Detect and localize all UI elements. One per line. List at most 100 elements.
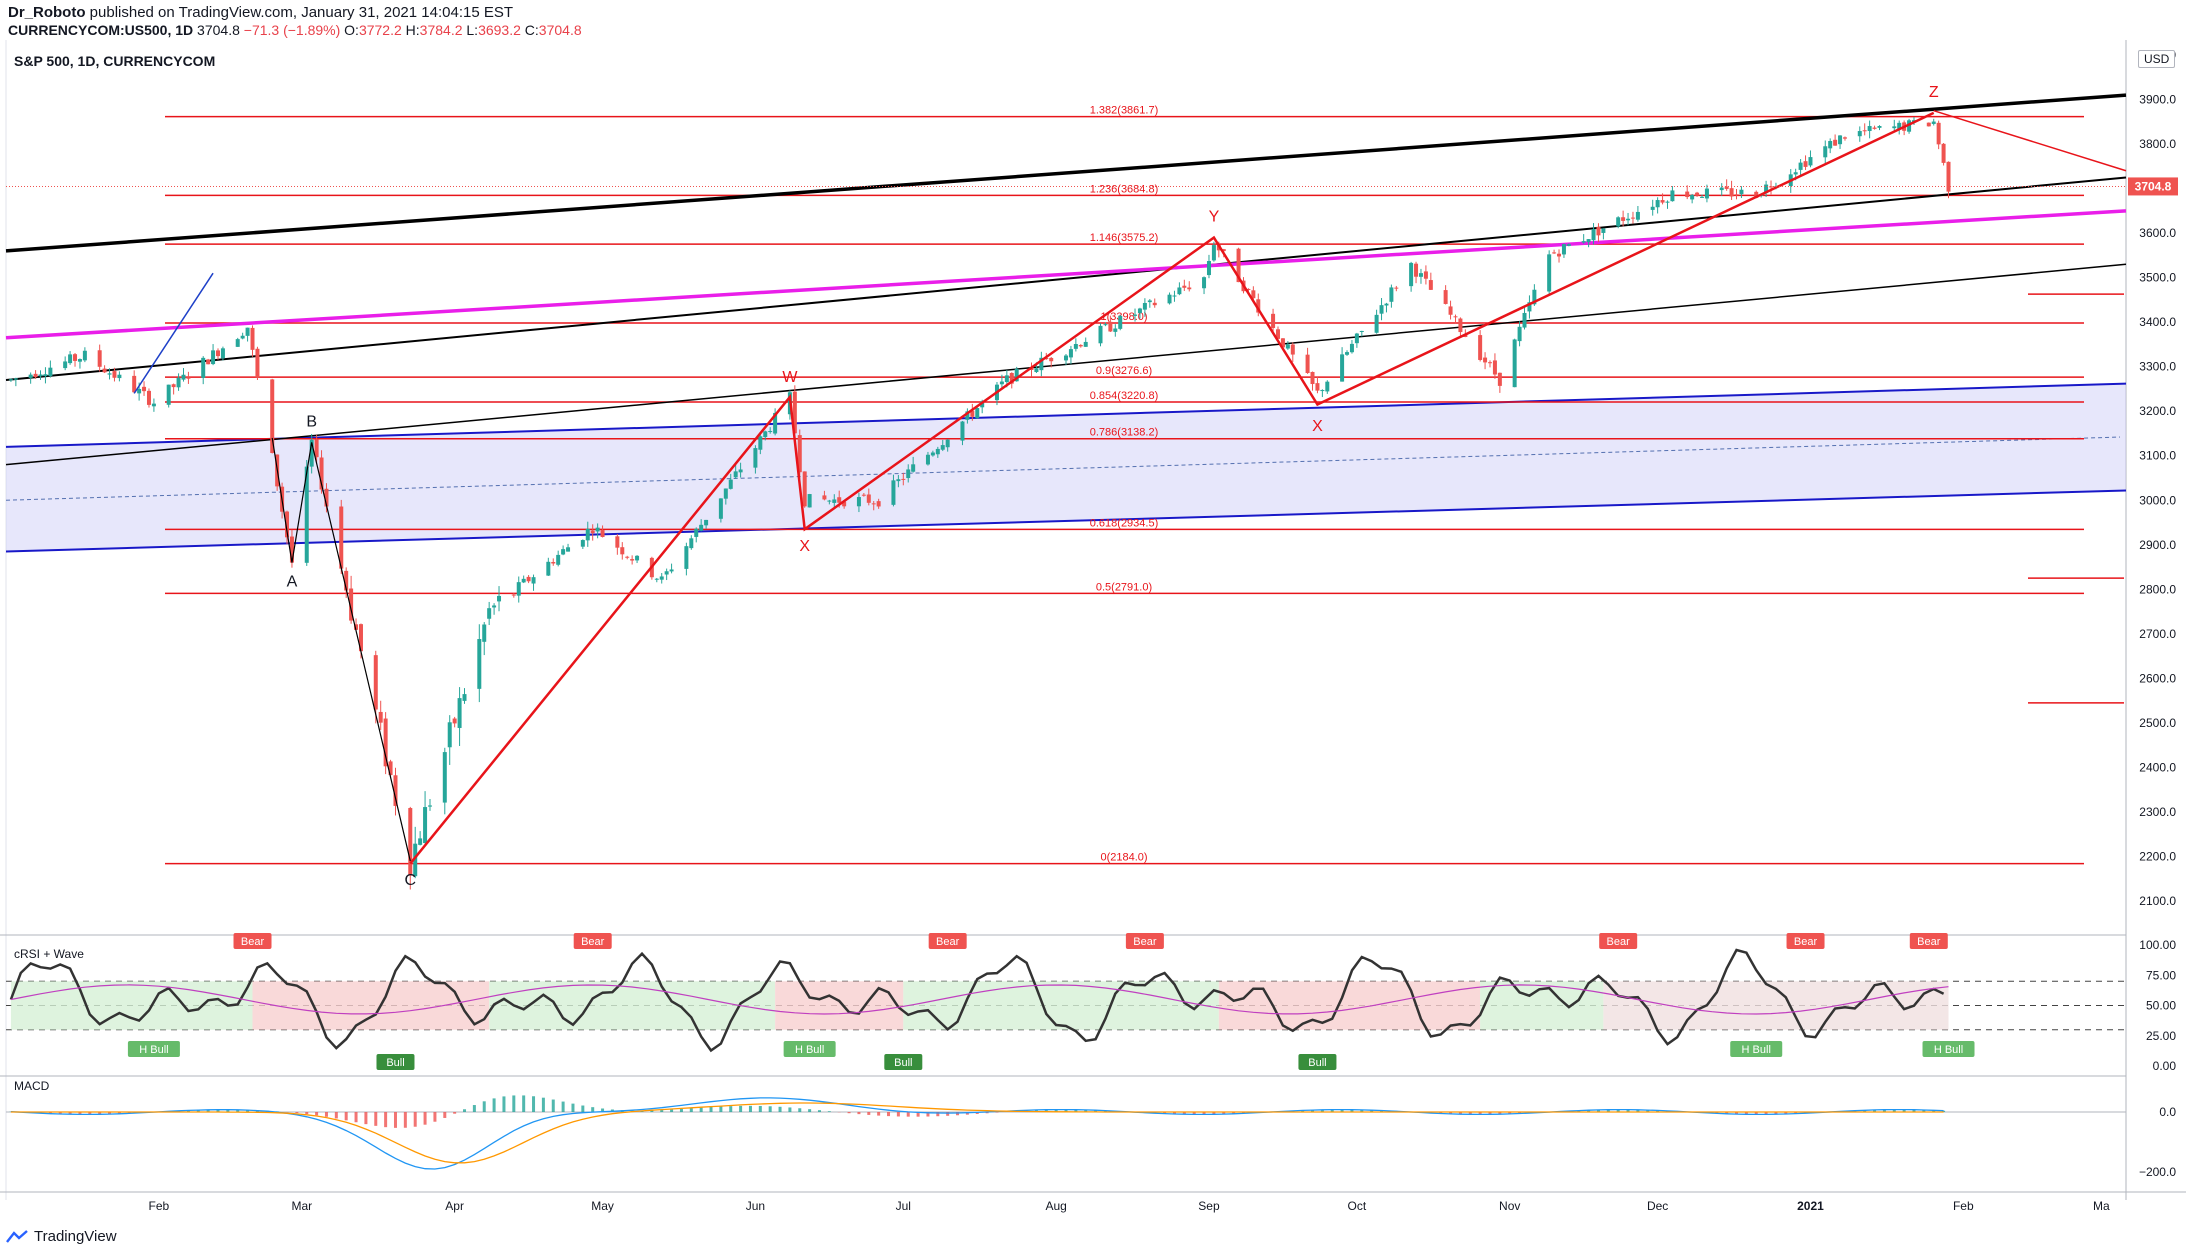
bull-signal-badge-label: Bull	[386, 1057, 404, 1069]
macd-histogram-bar	[433, 1112, 437, 1122]
candle-body	[1108, 321, 1113, 332]
candle-body	[442, 752, 447, 803]
osc-shaded-region	[252, 981, 490, 1030]
candle-body	[1379, 305, 1384, 314]
candle-body	[1522, 312, 1527, 328]
crsi-signal-line	[10, 984, 1949, 1015]
candle-body	[1892, 126, 1897, 129]
candle-body	[999, 381, 1004, 385]
price-tick-label: 2500.0	[2139, 716, 2176, 730]
price-tick-label: 2100.0	[2139, 894, 2176, 908]
osc-shaded-region	[10, 981, 253, 1030]
middle-trendline[interactable]	[5, 176, 2127, 382]
macd-line	[10, 1097, 1944, 1170]
candle-body	[1409, 262, 1414, 287]
footer-brand[interactable]: TradingView	[6, 1228, 117, 1245]
candle-body	[906, 469, 911, 479]
candle-body	[1842, 137, 1847, 139]
candle-body	[1009, 372, 1014, 384]
macd-histogram-bar	[729, 1106, 733, 1112]
magenta-trendline[interactable]	[5, 209, 2127, 340]
upper-trendline[interactable]	[5, 93, 2127, 253]
candle-body	[1547, 254, 1552, 292]
candle-body	[1655, 200, 1660, 208]
author-name[interactable]: Dr_Roboto	[8, 4, 86, 21]
candle-body	[792, 391, 797, 434]
price-tick-label: 3300.0	[2139, 360, 2176, 374]
macd-histogram-bar	[1646, 1110, 1650, 1112]
candle-body	[1345, 352, 1350, 355]
currency-button[interactable]: USD	[2138, 50, 2176, 68]
candle-body	[393, 775, 398, 806]
footer-brand-label: TradingView	[34, 1228, 117, 1245]
candle-body	[807, 494, 812, 508]
price-tick-label: 2700.0	[2139, 627, 2176, 641]
candle-body	[561, 549, 566, 555]
candle-body	[1941, 143, 1946, 163]
macd-histogram-bar	[315, 1112, 319, 1116]
macd-histogram-bar	[778, 1106, 782, 1112]
candle-body	[704, 519, 709, 526]
candle-body	[1517, 326, 1522, 342]
candle-body	[694, 528, 699, 537]
candle-body	[245, 327, 250, 336]
fib-level-label: 0.786(3138.2)	[1090, 427, 1159, 439]
macd-histogram-bar	[216, 1109, 220, 1112]
candle-body	[304, 466, 309, 563]
macd-histogram-bar	[443, 1112, 447, 1118]
macd-histogram-bar	[926, 1112, 930, 1117]
wxyxz-wave-line[interactable]	[409, 111, 1935, 865]
candle-body	[980, 401, 985, 408]
candle-body	[1739, 189, 1744, 195]
channel-upper-line[interactable]	[5, 382, 2127, 448]
candle-body	[1532, 289, 1537, 305]
chart-header: Dr_Roboto published on TradingView.com, …	[0, 0, 2186, 40]
time-axis-label: Feb	[148, 1199, 169, 1213]
macd-histogram-bar	[246, 1109, 250, 1112]
macd-histogram-bar	[1794, 1112, 1798, 1114]
macd-histogram-bar	[1044, 1110, 1048, 1112]
candle-body	[1073, 344, 1078, 349]
candle-body	[1729, 188, 1734, 197]
macd-histogram-bar	[206, 1109, 210, 1112]
macd-histogram-bar	[1380, 1110, 1384, 1112]
price-tick-label: 3100.0	[2139, 449, 2176, 463]
candle-body	[1734, 194, 1739, 196]
macd-histogram-bar	[601, 1108, 605, 1112]
macd-histogram-bar	[1074, 1109, 1078, 1112]
candle-body	[1670, 190, 1675, 202]
candle-body	[1557, 253, 1562, 257]
candle-body	[77, 359, 82, 362]
candle-body	[1478, 335, 1483, 360]
macd-histogram-bar	[1774, 1112, 1778, 1115]
candle-body	[166, 384, 171, 405]
time-axis-label: Dec	[1647, 1199, 1668, 1213]
candle-body	[1764, 184, 1769, 194]
channel-lower-line[interactable]	[5, 489, 2127, 553]
price-tick-label: 2600.0	[2139, 671, 2176, 685]
hidden-bull-signal-badge	[1922, 1041, 1975, 1057]
candle-body	[1428, 280, 1433, 290]
candle-body	[13, 378, 18, 380]
candle-body	[1877, 126, 1882, 128]
wave-label: X	[1312, 418, 1323, 435]
macd-histogram-bar	[995, 1112, 999, 1113]
macd-histogram-bar	[1577, 1110, 1581, 1112]
bull-signal-badge-label: Bull	[894, 1057, 912, 1069]
candle-body	[1354, 333, 1359, 344]
chart-canvas[interactable]: 2100.0 2200.0 2300.0 2400.0 2500.0 2600.0 2700…	[0, 40, 2186, 1258]
macd-histogram-bar	[1468, 1112, 1472, 1115]
macd-histogram-bar	[1222, 1112, 1226, 1115]
candle-body	[112, 371, 117, 378]
macd-histogram-bar	[699, 1107, 703, 1112]
candle-body	[1340, 354, 1345, 382]
macd-histogram-bar	[453, 1112, 457, 1114]
wave-label: B	[306, 413, 317, 430]
candle-body	[1621, 217, 1626, 221]
candle-body	[590, 530, 595, 534]
candle-body	[1635, 211, 1640, 220]
candle-body	[635, 555, 640, 561]
candle-body	[1182, 285, 1187, 288]
candle-body	[580, 540, 585, 547]
macd-histogram-bar	[1882, 1109, 1886, 1112]
